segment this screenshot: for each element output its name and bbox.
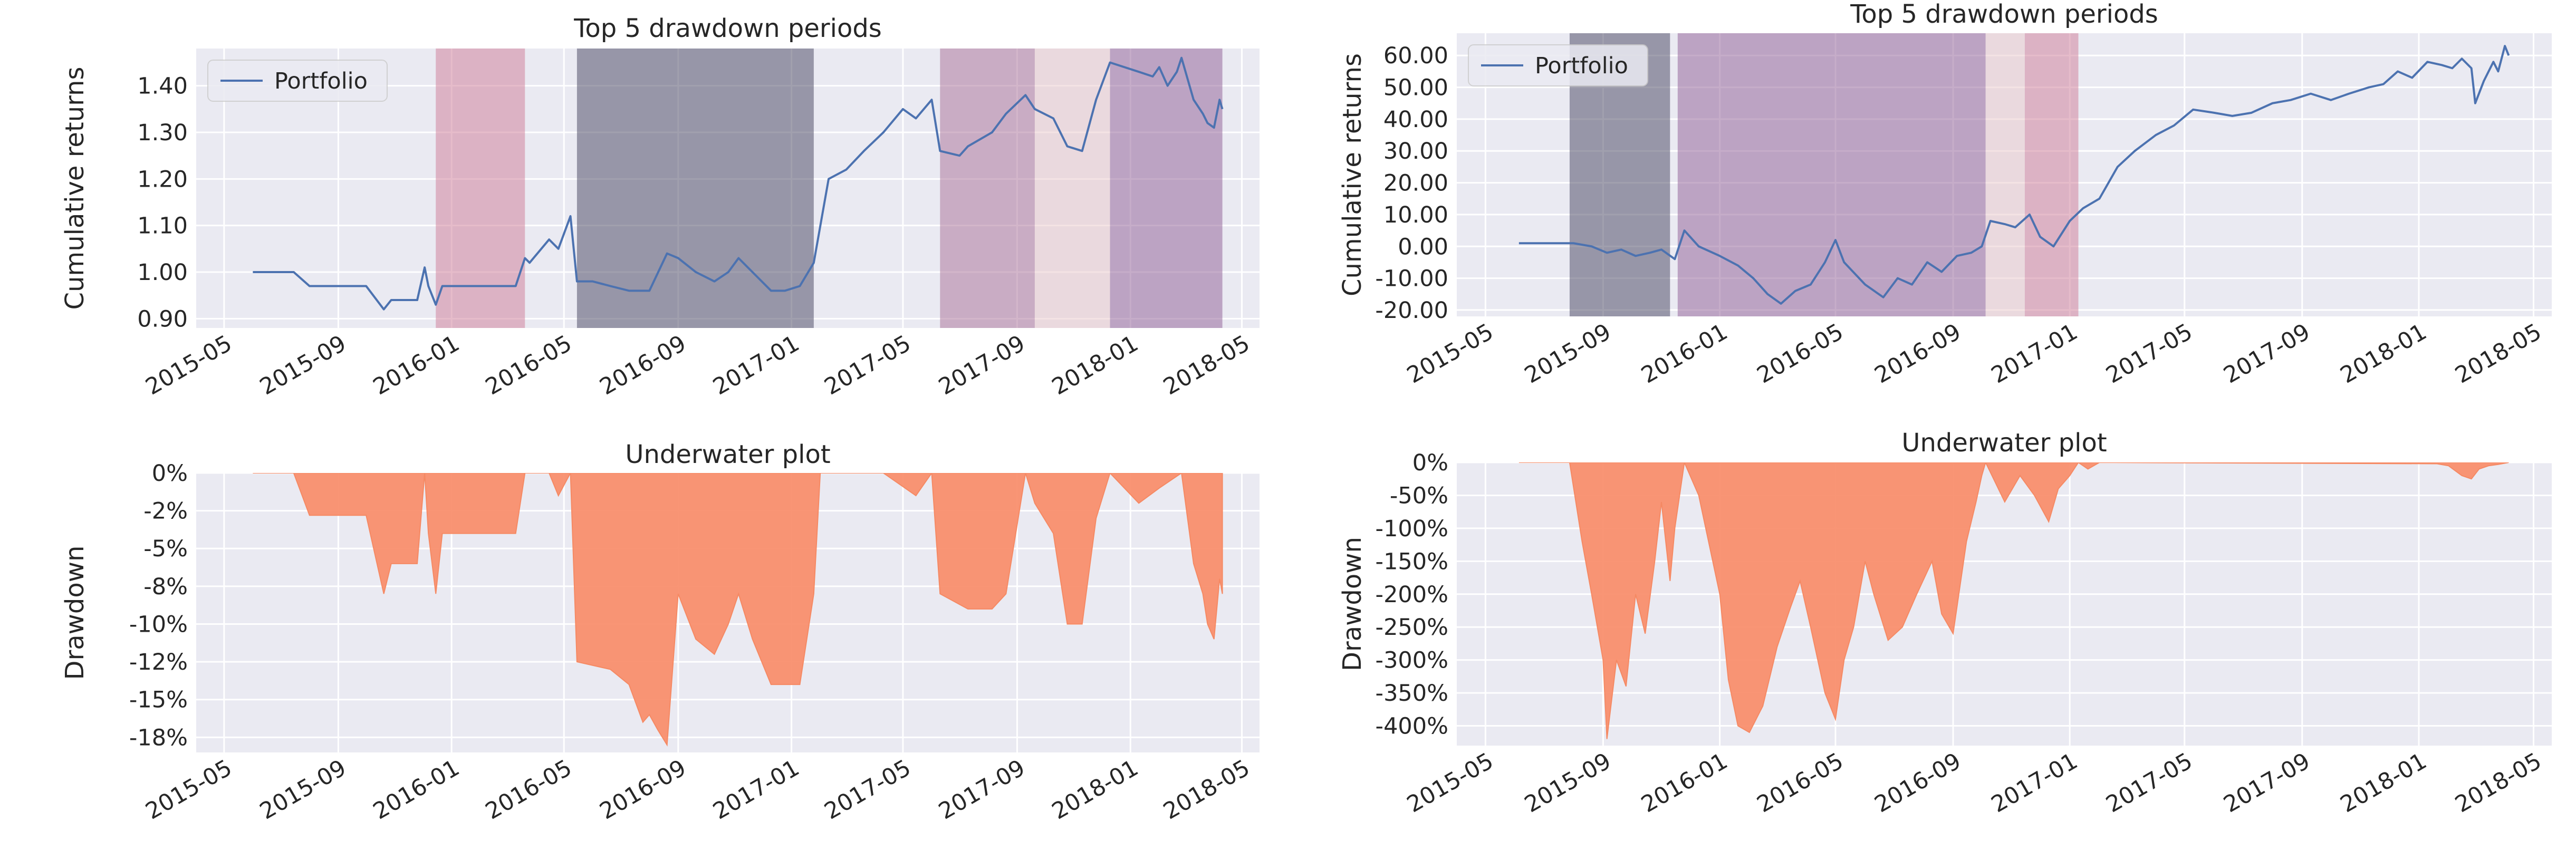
y-tick-label: 20.00 xyxy=(1383,170,1448,197)
y-tick-label: -12% xyxy=(129,649,188,675)
y-tick-label: 1.30 xyxy=(137,120,188,146)
y-tick-label: -10% xyxy=(129,611,188,638)
y-tick-label: -350% xyxy=(1376,680,1448,707)
chart-title: Top 5 drawdown periods xyxy=(1850,0,2158,29)
y-tick-label: -8% xyxy=(143,574,188,600)
y-tick-label: -20.00 xyxy=(1375,297,1448,324)
y-tick-label: 30.00 xyxy=(1383,138,1448,165)
chart-title: Underwater plot xyxy=(1901,428,2107,458)
y-axis-label: Drawdown xyxy=(1338,537,1367,671)
y-tick-label: 10.00 xyxy=(1383,202,1448,228)
y-tick-label: 0.90 xyxy=(137,306,188,332)
plot-content xyxy=(253,49,1224,328)
y-tick-label: -18% xyxy=(129,725,188,751)
y-tick-label: 40.00 xyxy=(1383,107,1448,133)
y-tick-label: 50.00 xyxy=(1383,75,1448,101)
y-tick-label: -5% xyxy=(143,536,188,562)
y-tick-label: -100% xyxy=(1376,516,1448,542)
legend-box xyxy=(207,60,388,102)
drawdown-period-band xyxy=(1985,33,2025,316)
legend-box xyxy=(1468,44,1648,86)
drawdown-period-band xyxy=(576,49,814,328)
y-tick-label: 1.40 xyxy=(137,73,188,100)
y-tick-label: 0% xyxy=(152,460,188,487)
y-axis-label: Cumulative returns xyxy=(60,67,90,310)
y-tick-label: 0.00 xyxy=(1398,234,1448,260)
y-tick-label: -2% xyxy=(143,498,188,525)
chart-p1-top5: 2015-05 2015-09 2016-01 2016-05 2016-09 2017-… xyxy=(60,14,1260,400)
y-tick-label: 60.00 xyxy=(1383,43,1448,69)
drawdown-period-band xyxy=(1677,33,1986,316)
underwater-area xyxy=(253,473,1223,747)
y-tick-label: -10.00 xyxy=(1375,266,1448,292)
y-tick-label: -15% xyxy=(129,687,188,713)
legend-entry-portfolio: Portfolio xyxy=(274,68,368,94)
plot-content xyxy=(253,473,1223,747)
y-axis-label: Cumulative returns xyxy=(1338,53,1367,296)
chart-title: Top 5 drawdown periods xyxy=(573,14,882,43)
drawdown-period-band xyxy=(2024,33,2079,316)
underwater-area xyxy=(1518,462,2509,739)
y-tick-label: -250% xyxy=(1376,614,1448,641)
plot-content xyxy=(1518,462,2509,739)
chart-title: Underwater plot xyxy=(625,440,830,469)
drawdown-period-band xyxy=(940,49,1035,328)
series-line-portfolio xyxy=(253,56,1224,311)
y-axis-label: Drawdown xyxy=(60,546,90,680)
y-tick-label: -50% xyxy=(1390,482,1448,509)
y-tick-label: -300% xyxy=(1376,648,1448,674)
legend-entry-portfolio: Portfolio xyxy=(1535,53,1628,79)
drawdown-period-band xyxy=(1110,49,1223,328)
y-tick-label: 1.10 xyxy=(137,213,188,239)
y-tick-label: -150% xyxy=(1376,548,1448,575)
drawdown-period-band xyxy=(436,49,525,328)
y-tick-label: 0% xyxy=(1412,450,1448,476)
y-tick-label: -400% xyxy=(1376,713,1448,740)
y-tick-label: 1.00 xyxy=(137,259,188,286)
series-line-portfolio xyxy=(1518,45,2510,305)
y-tick-label: 1.20 xyxy=(137,166,188,192)
y-tick-label: -200% xyxy=(1376,582,1448,608)
